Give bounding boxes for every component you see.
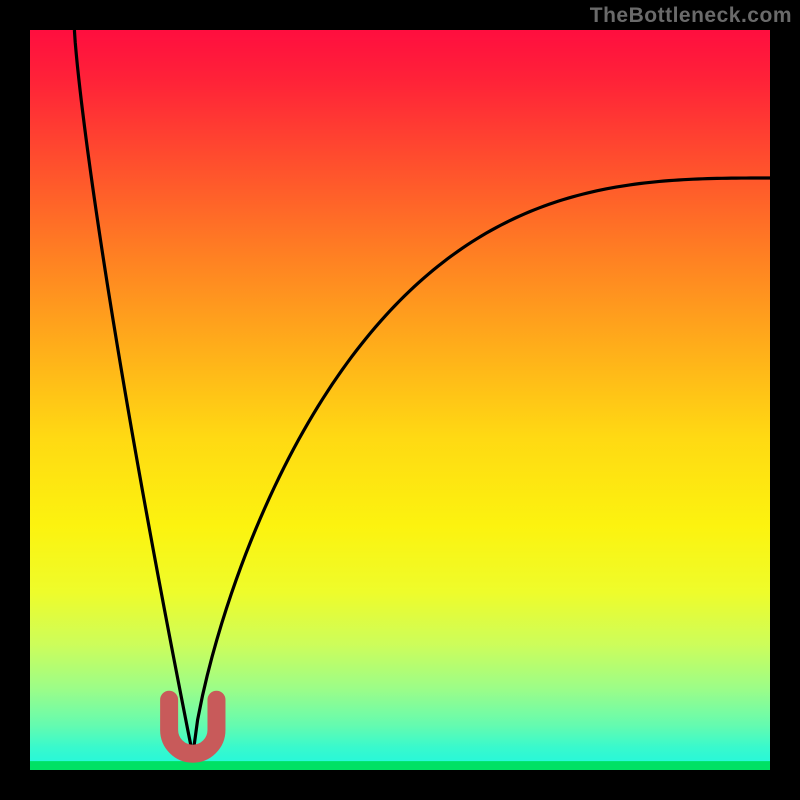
bottleneck-chart (0, 0, 800, 800)
chart-container: TheBottleneck.com (0, 0, 800, 800)
watermark-text: TheBottleneck.com (590, 4, 792, 28)
plot-gradient-background (30, 30, 770, 770)
zero-bottleneck-band (30, 761, 770, 770)
